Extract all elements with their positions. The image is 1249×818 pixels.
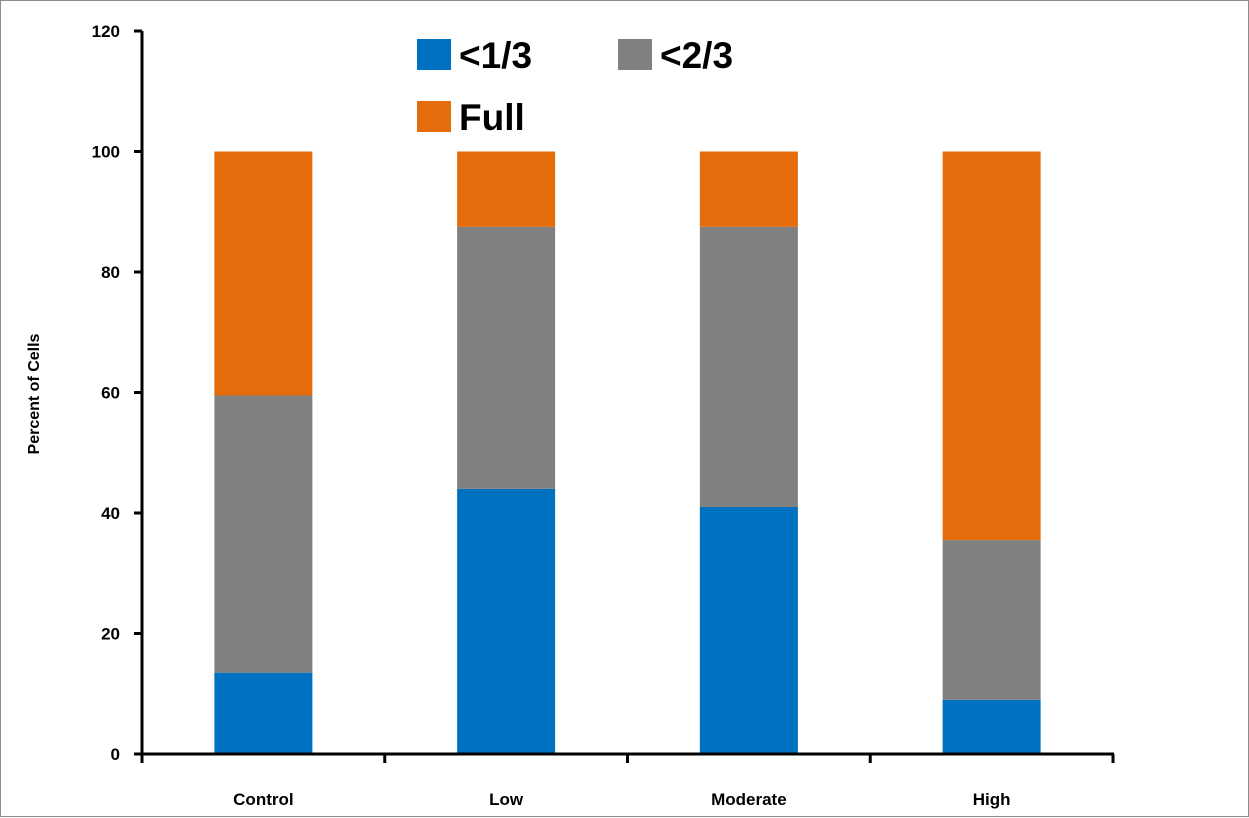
y-tick-label: 60 xyxy=(101,384,120,403)
bar-moderate-series-1 xyxy=(699,506,798,754)
y-tick-label: 100 xyxy=(92,143,120,162)
bar-high-series-3 xyxy=(942,151,1041,541)
legend-label-3: Full xyxy=(459,97,525,138)
bars-layer xyxy=(214,151,1041,754)
y-axis-title: Percent of Cells xyxy=(26,333,43,454)
y-tick-label: 0 xyxy=(111,745,120,764)
bar-control-series-1 xyxy=(214,672,313,754)
bar-high-series-2 xyxy=(942,540,1041,700)
y-tick-label: 120 xyxy=(92,22,120,41)
legend-swatch-1 xyxy=(417,39,451,70)
y-tick-labels: 0 20 40 60 80 100 120 xyxy=(92,22,142,764)
x-tick-label-moderate: Moderate xyxy=(711,790,787,809)
bar-low-series-3 xyxy=(457,151,556,227)
bar-low-series-1 xyxy=(457,488,556,754)
legend-label-1: <1/3 xyxy=(459,35,532,76)
bar-moderate-series-2 xyxy=(699,226,798,507)
bar-high-series-1 xyxy=(942,699,1041,754)
legend-label-2: <2/3 xyxy=(660,35,733,76)
legend-swatch-3 xyxy=(417,101,451,132)
x-tick-label-low: Low xyxy=(489,790,524,809)
bar-control-series-3 xyxy=(214,151,313,396)
x-tick-labels: Control Low Moderate High xyxy=(140,754,1115,809)
y-tick-label: 80 xyxy=(101,263,120,282)
bar-moderate-series-3 xyxy=(699,151,798,227)
y-tick-label: 40 xyxy=(101,504,120,523)
bar-low-series-2 xyxy=(457,226,556,489)
bar-control-series-2 xyxy=(214,395,313,673)
y-tick-label: 20 xyxy=(101,625,120,644)
x-tick-label-control: Control xyxy=(233,790,293,809)
x-tick-label-high: High xyxy=(973,790,1011,809)
legend-swatch-2 xyxy=(618,39,652,70)
legend: <1/3 <2/3 Full xyxy=(417,35,733,138)
